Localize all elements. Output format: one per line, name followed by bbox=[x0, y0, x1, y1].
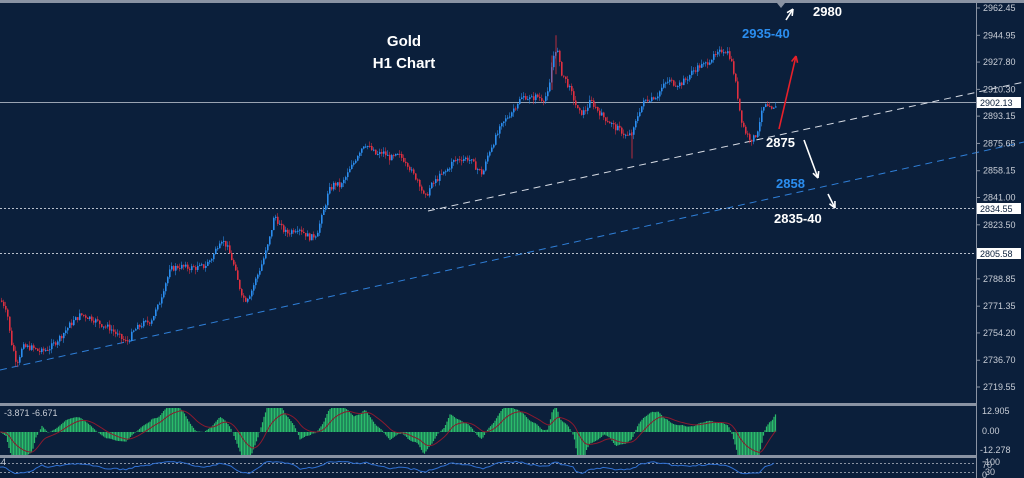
price-tick-label: 2875.65 bbox=[983, 138, 1016, 148]
price-tick-label: 2754.20 bbox=[983, 328, 1016, 338]
macd-indicator bbox=[0, 408, 777, 456]
rsi-indicator bbox=[0, 460, 775, 475]
level-price-label: 2805.58 bbox=[980, 249, 1013, 259]
level-price-tag bbox=[977, 203, 1021, 214]
macd-values-label: -3.871 -6.671 bbox=[4, 408, 58, 418]
level-price-tag bbox=[977, 248, 1021, 259]
macd-tick-zero: 0.00 bbox=[982, 426, 1000, 436]
top-border bbox=[0, 0, 1024, 3]
rsi-tick-30: 30 bbox=[985, 467, 995, 477]
rsi-line bbox=[0, 460, 775, 475]
macd-panel-separator[interactable] bbox=[0, 403, 977, 406]
rsi-tick-0: 0 bbox=[982, 470, 987, 478]
price-tick-label: 2910.30 bbox=[983, 84, 1016, 94]
rsi-left-label: 4 bbox=[1, 457, 6, 467]
macd-tick-bottom: -12.278 bbox=[980, 445, 1011, 455]
price-annotations: 2980 2935-40 2875 2858 2835-40 bbox=[742, 4, 842, 226]
price-tick-label: 2719.55 bbox=[983, 382, 1016, 392]
blue-dashed-support-trendline[interactable] bbox=[0, 141, 1024, 371]
price-tick-label: 2823.50 bbox=[983, 220, 1016, 230]
price-axis[interactable]: 2962.45 2944.95 2927.80 2910.30 2893.15 2875.… bbox=[977, 3, 1021, 392]
current-price-label: 2902.13 bbox=[980, 98, 1013, 108]
horizontal-levels bbox=[0, 102, 976, 254]
up-arrow-small-white-icon bbox=[785, 8, 794, 21]
candlesticks bbox=[1, 35, 777, 368]
annotation-label: 2875 bbox=[766, 135, 795, 150]
annotation-label: 2935-40 bbox=[742, 26, 790, 41]
up-arrow-red-icon bbox=[778, 55, 799, 130]
price-tick-label: 2893.15 bbox=[983, 111, 1016, 121]
price-tick-label: 2788.85 bbox=[983, 274, 1016, 284]
price-tick-label: 2944.95 bbox=[983, 30, 1016, 40]
annotation-label: 2835-40 bbox=[774, 211, 822, 226]
macd-signal-line bbox=[0, 410, 776, 453]
price-tick-label: 2858.15 bbox=[983, 166, 1016, 176]
level-price-label: 2834.55 bbox=[980, 204, 1013, 214]
forecast-arrows bbox=[778, 8, 836, 209]
chart-title: Gold bbox=[387, 33, 421, 50]
shift-marker-icon bbox=[777, 3, 785, 8]
rsi-tick-70: 70 bbox=[982, 460, 992, 470]
down-arrow-small-white-icon bbox=[827, 193, 836, 209]
rsi-tick-100: 100 bbox=[985, 457, 1000, 467]
annotation-label: 2858 bbox=[776, 176, 805, 191]
chart-subtitle: H1 Chart bbox=[373, 55, 436, 72]
rsi-panel-separator[interactable] bbox=[0, 455, 977, 458]
annotation-label: 2980 bbox=[813, 4, 842, 19]
price-tick-label: 2771.35 bbox=[983, 301, 1016, 311]
macd-tick-top: 12.905 bbox=[982, 406, 1010, 416]
price-tick-label: 2962.45 bbox=[983, 3, 1016, 13]
down-arrow-white-icon bbox=[803, 139, 820, 179]
white-dashed-support-trendline[interactable] bbox=[427, 81, 1024, 212]
price-tick-label: 2927.80 bbox=[983, 57, 1016, 67]
price-tick-label: 2736.70 bbox=[983, 355, 1016, 365]
current-price-tag bbox=[977, 97, 1021, 108]
price-tick-label: 2841.00 bbox=[983, 193, 1016, 203]
trendlines bbox=[0, 81, 1024, 371]
